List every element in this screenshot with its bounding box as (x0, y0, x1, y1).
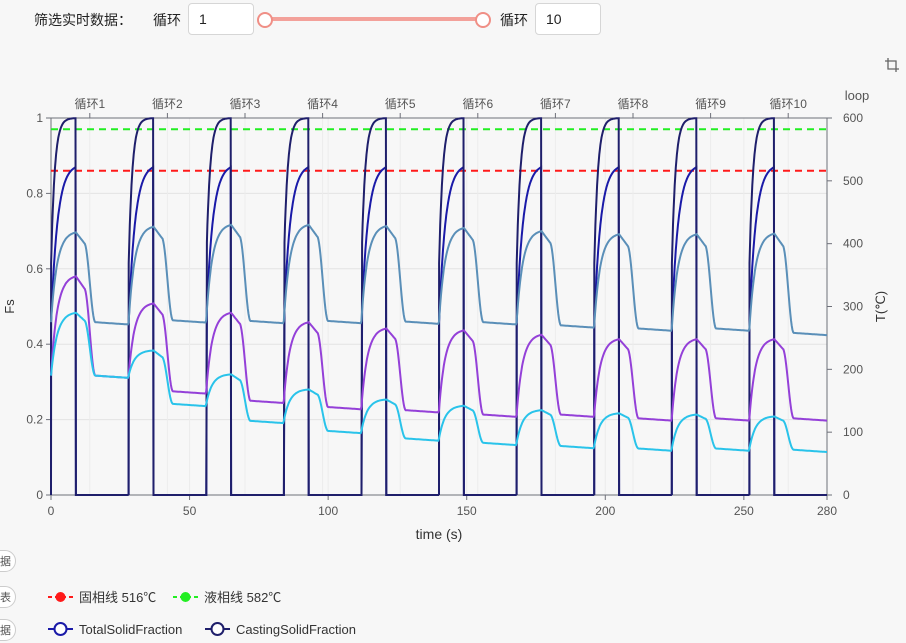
legend-marker (53, 622, 68, 636)
legend-marker (180, 592, 191, 602)
y-left-axis-title: Fs (2, 299, 17, 314)
loop-start-input[interactable] (188, 3, 254, 35)
y-right-tick-label: 400 (843, 237, 863, 251)
x-tick-label: 200 (595, 504, 615, 518)
y-left-tick-label: 0 (36, 488, 43, 502)
x-tick-label: 250 (734, 504, 754, 518)
legend-marker (210, 622, 225, 636)
side-tab-3[interactable]: 据 (0, 619, 16, 641)
top-tick-label: 循环1 (74, 97, 105, 111)
top-tick-label: 循环9 (695, 97, 726, 111)
top-tick-label: 循环6 (462, 97, 493, 111)
slider-end-handle[interactable] (475, 12, 491, 28)
legend-label: CastingSolidFraction (236, 622, 356, 637)
x-axis-title: time (s) (416, 526, 463, 542)
y-right-tick-label: 0 (843, 488, 850, 502)
filter-bar: 筛选实时数据： 循环 循环 (0, 0, 906, 40)
x-tick-label: 0 (48, 504, 55, 518)
top-tick-label: 循环2 (152, 97, 183, 111)
y-right-tick-label: 600 (843, 111, 863, 125)
side-tab-1[interactable]: 据 (0, 550, 16, 572)
top-tick-label: 循环8 (618, 97, 649, 111)
temperature-series-line (50, 311, 827, 453)
y-left-tick-label: 1 (36, 111, 43, 125)
total-solid-fraction-line (50, 165, 827, 496)
side-tab-2[interactable]: 表 (0, 586, 16, 608)
top-tick-label: 循环10 (770, 97, 808, 111)
legend-label: 液相线 582℃ (204, 590, 281, 605)
x-tick-label: 100 (318, 504, 338, 518)
x-tick-label: 50 (183, 504, 197, 518)
crop-icon[interactable] (884, 57, 900, 73)
y-right-tick-label: 100 (843, 425, 863, 439)
legend-label: 固相线 516℃ (79, 590, 156, 605)
temperature-series-line (50, 223, 828, 337)
y-right-tick-label: 200 (843, 362, 863, 376)
x-tick-label: 150 (457, 504, 477, 518)
x-tick-label: 280 (817, 504, 837, 518)
legend-label: TotalSolidFraction (79, 622, 182, 637)
top-tick-label: 循环7 (540, 97, 571, 111)
y-left-tick-label: 0.6 (26, 262, 43, 276)
y-left-tick-label: 0.2 (26, 413, 43, 427)
slider-start-handle[interactable] (257, 12, 273, 28)
top-tick-label: 循环5 (385, 97, 416, 111)
loop-range-slider-track[interactable] (265, 17, 483, 21)
top-tick-label: 循环4 (307, 97, 338, 111)
y-left-tick-label: 0.8 (26, 186, 43, 200)
filter-label: 筛选实时数据： (34, 12, 132, 28)
y-right-tick-label: 500 (843, 174, 863, 188)
loop-start-label: 循环 (153, 12, 181, 28)
y-left-tick-label: 0.4 (26, 337, 43, 351)
top-tick-label: 循环3 (230, 97, 261, 111)
y-right-axis-title: T(℃) (873, 291, 888, 322)
temperature-series-line (50, 275, 827, 422)
loop-end-input[interactable] (535, 3, 601, 35)
top-axis-title: loop (845, 88, 870, 103)
y-right-tick-label: 300 (843, 300, 863, 314)
casting-solid-fraction-line (50, 117, 827, 496)
legend-marker (55, 592, 66, 602)
loop-end-label: 循环 (500, 12, 528, 28)
